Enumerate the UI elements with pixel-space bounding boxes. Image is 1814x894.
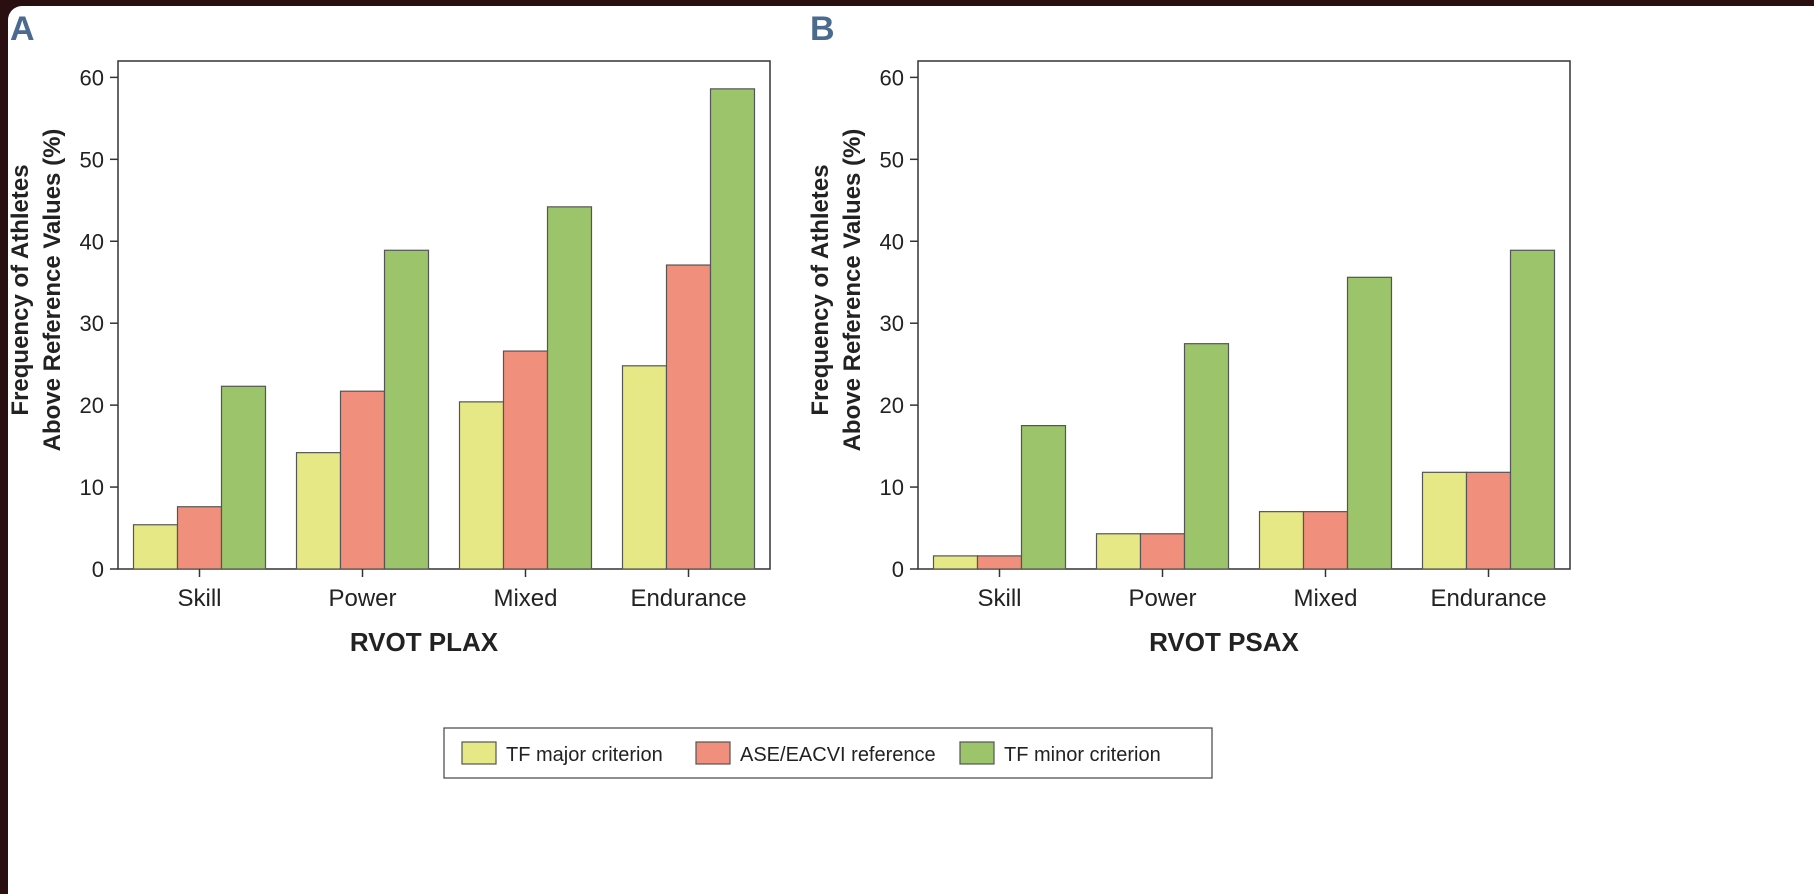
panel-a-y-axis-title-line-2: Above Reference Values (%) [39,129,66,452]
legend-label-2: ASE/EACVI reference [740,744,936,766]
panel-b-x-axis-title: RVOT PSAX [1149,627,1299,657]
panel-b-bar-endurance-series-1 [1421,471,1468,570]
chart-svg: 0 10 20 30 40 50 60 Skill Power Mixed Endurance RVO… [8,10,1571,779]
legend-swatch-1 [461,741,497,765]
panel-a-ytick-label-0: 0 [92,557,104,582]
legend-swatch-3 [959,741,995,765]
legend-box [443,727,1213,779]
panel-b-bar-skill-series-1 [932,555,979,570]
panel-b-bar-endurance-series-2 [1465,471,1512,570]
panel-a-category-label-mixed: Mixed [493,585,557,612]
panel-a-bar-skill-series-2 [176,506,223,570]
panel-b-bar-skill-series-3 [1020,425,1067,570]
legend-swatch-2 [695,741,731,765]
panel-b-ytick-label-0: 0 [892,557,904,582]
panel-a-bar-mixed-series-2 [502,350,549,570]
panel-a-bar-power-series-1 [295,452,342,570]
panel-a-letter: A [10,10,35,48]
panel-b-bar-mixed-series-1 [1258,511,1305,570]
panel-b-category-label-mixed: Mixed [1293,585,1357,612]
panel-b-bar-mixed-series-2 [1302,511,1349,570]
panel-a-category-label-power: Power [328,585,396,612]
panel-a-category-label-endurance: Endurance [630,585,746,612]
panel-a-plot-frame [117,60,771,570]
panel-a-ytick-label-30: 30 [80,311,104,336]
panel-a-x-axis-title: RVOT PLAX [350,627,499,657]
panel-b-y-axis-title-line-1: Frequency of Athletes [807,164,834,415]
panel-b-category-label-power: Power [1128,585,1196,612]
panel-b-category-label-endurance: Endurance [1430,585,1546,612]
legend-label-1: TF major criterion [506,744,663,766]
panel-a-bar-power-series-2 [339,390,386,570]
panel-b-ytick-label-10: 10 [880,475,904,500]
panel-a-bar-endurance-series-3 [709,88,756,570]
panel-b-bar-endurance-series-3 [1509,249,1556,570]
panel-b-plot-frame [917,60,1571,570]
panel-b-letter: B [810,10,835,48]
panel-b-ytick-label-60: 60 [880,65,904,90]
panel-b-ytick-label-50: 50 [880,147,904,172]
panel-b-bar-power-series-2 [1139,533,1186,570]
panel-a-bar-endurance-series-1 [621,365,668,570]
figure: 0 10 20 30 40 50 60 Skill Power Mixed Endurance RVO… [8,6,1814,894]
panel-b-ytick-label-40: 40 [880,229,904,254]
panel-b-bar-power-series-1 [1095,533,1142,570]
panel-b-y-axis-title-line-2: Above Reference Values (%) [839,129,866,452]
panel-a-ytick-label-10: 10 [80,475,104,500]
legend-label-3: TF minor criterion [1004,744,1161,766]
panel-b-bar-mixed-series-3 [1346,276,1393,570]
panel-b-bar-skill-series-2 [976,555,1023,570]
panel-a-y-axis-title-line-1: Frequency of Athletes [8,164,34,415]
panel-a-bar-endurance-series-2 [665,264,712,570]
panel-a-bar-skill-series-3 [220,385,267,570]
panel-b-category-label-skill: Skill [977,585,1021,612]
panel-a-ytick-label-60: 60 [80,65,104,90]
panel-a-bar-power-series-3 [383,249,430,570]
panel-b-bar-power-series-3 [1183,343,1230,570]
panel-a-bar-mixed-series-1 [458,401,505,570]
panel-a-ytick-label-40: 40 [80,229,104,254]
panel-a-bar-skill-series-1 [132,524,179,570]
panel-a-bar-mixed-series-3 [546,206,593,570]
panel-a-ytick-label-20: 20 [80,393,104,418]
panel-b-ytick-label-30: 30 [880,311,904,336]
panel-a-category-label-skill: Skill [177,585,221,612]
panel-b-ytick-label-20: 20 [880,393,904,418]
panel-a-ytick-label-50: 50 [80,147,104,172]
